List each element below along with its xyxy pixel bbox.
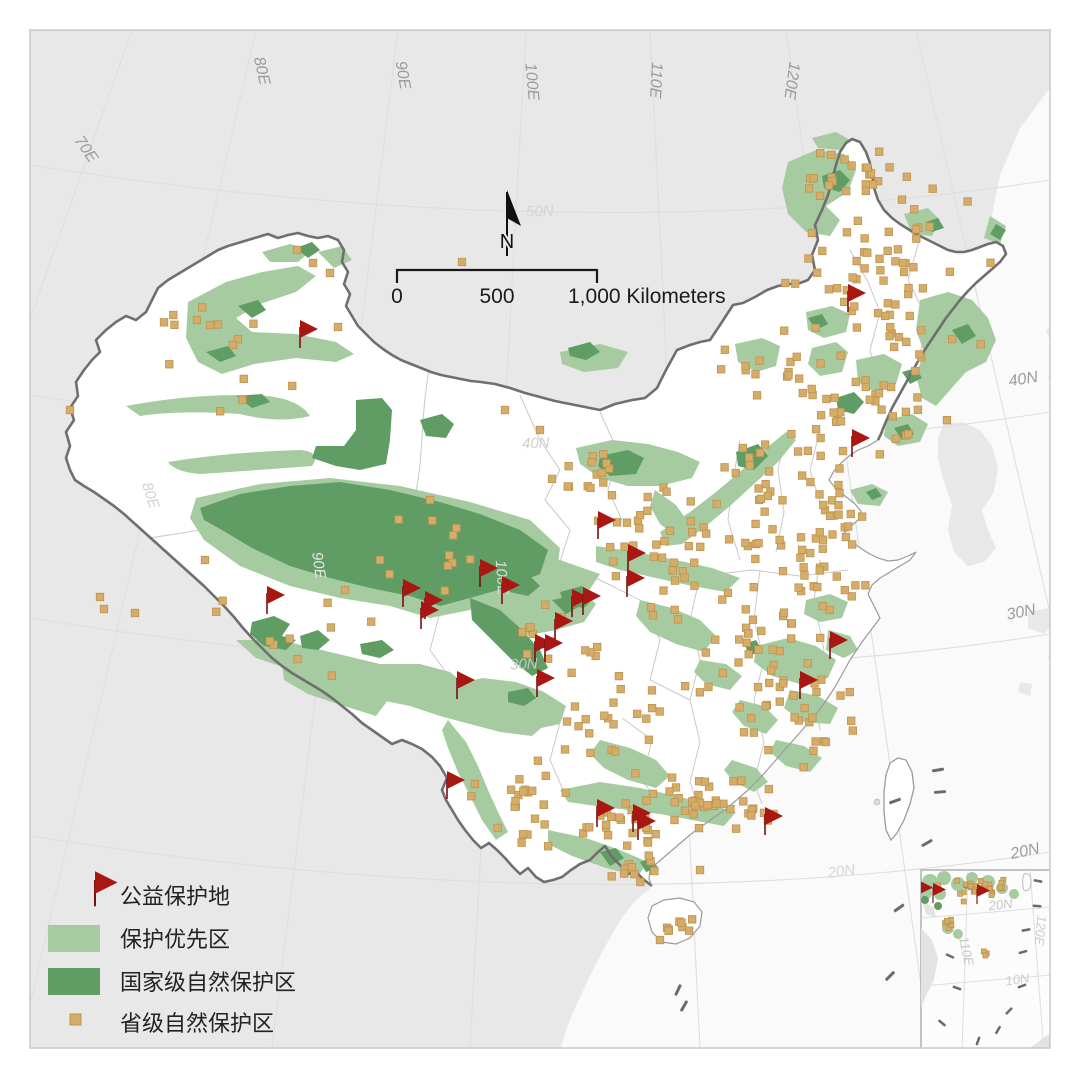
south-china-sea-inset: 20N 110E 10N 120E: [920, 869, 1050, 1048]
flag-marker: [94, 871, 118, 907]
flag-marker: [637, 812, 656, 840]
flag-marker: [299, 320, 318, 348]
scale-bar-line: [395, 268, 599, 283]
graticule-label: 110E: [646, 62, 665, 99]
flag-marker: [544, 634, 563, 662]
graticule-label: 30N: [510, 656, 538, 674]
scale-bar: 0 500 1,000 Kilometers: [391, 268, 726, 308]
graticule-label: 40N: [1007, 369, 1039, 390]
flag-marker: [402, 579, 421, 607]
graticule-label: 20N: [1008, 840, 1042, 863]
flag-marker: [829, 631, 848, 659]
map-frame: [29, 29, 1051, 1049]
flag-marker: [597, 511, 616, 539]
flag-marker: [534, 634, 553, 662]
flag-markers-layer: [266, 284, 870, 840]
dash-line-layer: [674, 767, 947, 1012]
north-arrow-barb: [507, 190, 521, 226]
light-green-swatch: [48, 925, 100, 952]
flag-marker: [266, 586, 285, 614]
graticule-label: 120E: [1032, 915, 1050, 947]
legend-item-flag: 公益保护地: [94, 871, 230, 909]
graticule-label: 90E: [308, 551, 329, 581]
flag-marker: [571, 589, 590, 617]
legend-label-provincial-reserve: 省级自然保护区: [120, 1011, 274, 1036]
legend-label-priority-zone: 保护优先区: [120, 927, 230, 952]
scale-label-500: 500: [479, 285, 514, 308]
flag-marker: [446, 771, 465, 799]
graticule-label: 50N: [526, 203, 554, 221]
flag-marker: [596, 799, 615, 827]
flag-marker: [501, 576, 520, 604]
dark-green-swatch: [48, 968, 100, 995]
graticule-label: 90E: [392, 60, 414, 91]
flag-marker: [627, 544, 646, 572]
scale-label-1000: 1,000 Kilometers: [568, 285, 726, 308]
graticule-label: 30N: [1005, 601, 1037, 623]
graticule-label: 20N: [987, 896, 1014, 914]
sea-area: [561, 88, 1050, 1048]
graticule-label: 10N: [1005, 970, 1031, 988]
flag-marker: [976, 883, 990, 905]
tan-square-icon: [69, 1013, 82, 1026]
north-arrow: N: [498, 190, 521, 256]
flag-marker: [799, 671, 818, 699]
flag-marker: [479, 559, 498, 587]
north-arrow-label: N: [500, 231, 514, 253]
legend-item-priority-zone: 保护优先区: [48, 925, 230, 952]
flag-marker: [554, 612, 573, 640]
flag-marker: [536, 669, 555, 697]
flag-marker: [582, 587, 601, 615]
flag-marker: [932, 882, 946, 904]
flag-icon: [94, 871, 118, 907]
flag-marker: [764, 807, 783, 835]
scale-label-0: 0: [391, 285, 403, 308]
legend-label-national-reserve: 国家级自然保护区: [120, 970, 296, 995]
flag-marker: [420, 601, 439, 629]
provincial-reserve-dots-layer: [65, 147, 995, 945]
flag-marker: [632, 804, 651, 832]
flag-marker: [851, 429, 870, 457]
graticule-label: 100E: [521, 62, 541, 101]
legend-item-national-reserve: 国家级自然保护区: [48, 968, 296, 995]
legend-label-flag: 公益保护地: [120, 884, 230, 909]
flag-marker: [456, 671, 475, 699]
legend: 公益保护地 保护优先区 国家级自然保护区 省级自然保护区: [48, 871, 296, 1036]
flag-marker: [626, 569, 645, 597]
legend-item-provincial-reserve: 省级自然保护区: [69, 1011, 274, 1036]
graticule-label: 20N: [826, 861, 857, 882]
graticule-label: 80E: [250, 55, 273, 87]
graticule-label: 110E: [956, 935, 977, 967]
foreign-countries-layer: [873, 327, 1050, 806]
flag-marker: [847, 284, 866, 312]
graticule-label: 120E: [780, 61, 802, 101]
graticule-label: 40N: [522, 435, 550, 453]
flag-marker: [921, 881, 933, 894]
